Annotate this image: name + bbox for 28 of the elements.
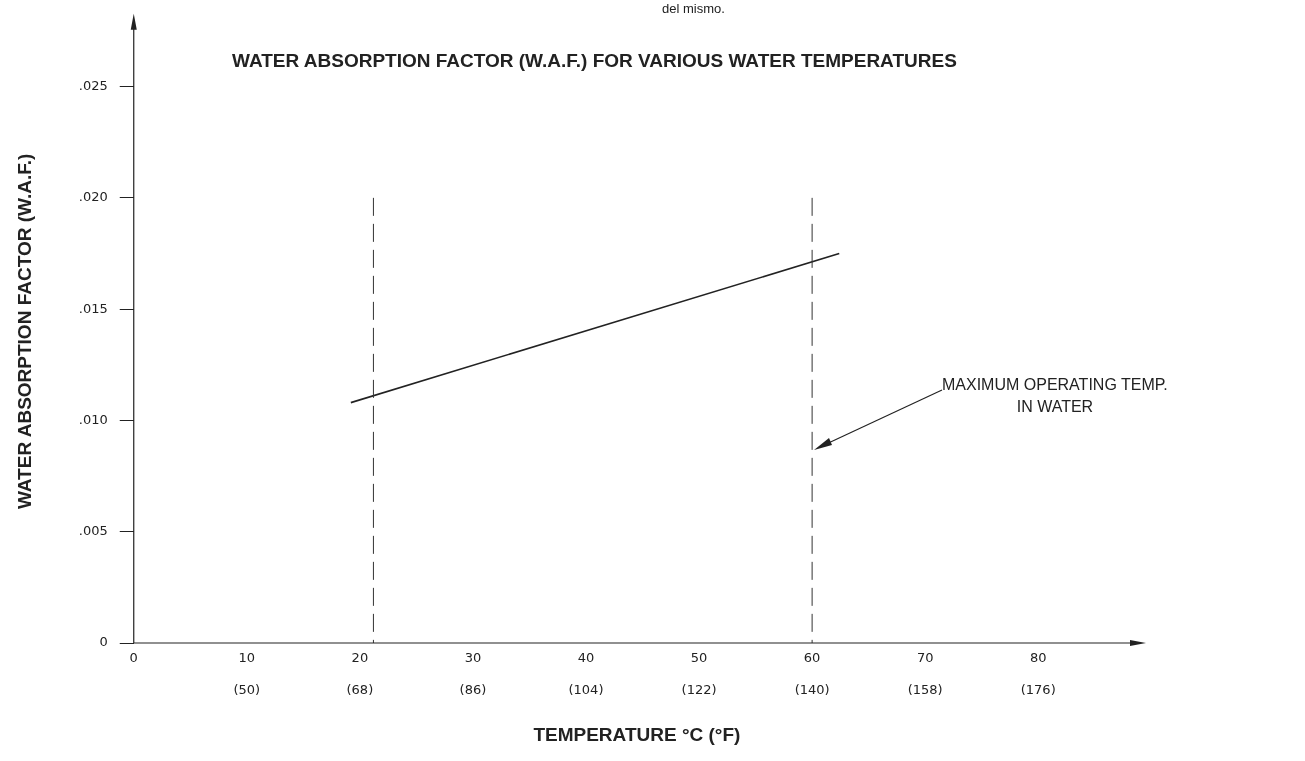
- x-tick-label: 0: [129, 650, 138, 666]
- annotation: MAXIMUM OPERATING TEMP. IN WATER: [942, 375, 1168, 417]
- y-axis-title: WATER ABSORPTION FACTOR (W.A.F.): [13, 153, 35, 510]
- x2-tick-label: (86): [459, 681, 487, 697]
- y-tick-label: .010: [78, 411, 108, 427]
- x-tick-label: 20: [351, 650, 369, 666]
- y-tick-label: .025: [78, 77, 108, 93]
- y-tick-label: .020: [78, 189, 108, 205]
- x-tick-label: 50: [690, 650, 708, 666]
- x-tick-label: 30: [464, 650, 482, 666]
- x2-tick-label: (158): [907, 681, 943, 697]
- x-tick-label: 60: [803, 650, 821, 666]
- x2-tick-label: (50): [233, 681, 261, 697]
- x-tick-label: 70: [916, 650, 934, 666]
- x2-tick-label: (68): [346, 681, 374, 697]
- x2-tick-label: (122): [681, 681, 717, 697]
- text: del mismo.: [662, 1, 725, 16]
- x-tick-label: 80: [1029, 650, 1047, 666]
- x2-tick-label: (104): [568, 681, 604, 697]
- x-axis-title: TEMPERATURE °C (°F): [533, 723, 741, 745]
- x-tick-label: 10: [238, 650, 256, 666]
- y-tick-label: 0: [99, 634, 108, 650]
- x2-tick-label: (140): [794, 681, 830, 697]
- text: WATER ABSORPTION FACTOR (W.A.F.) FOR VARIOUS WATER TEMPERATURES: [232, 50, 957, 72]
- y-tick-label: .015: [78, 300, 108, 316]
- x-tick-label: 40: [577, 650, 595, 666]
- x2-tick-label: (176): [1020, 681, 1056, 697]
- y-tick-label: .005: [78, 523, 108, 539]
